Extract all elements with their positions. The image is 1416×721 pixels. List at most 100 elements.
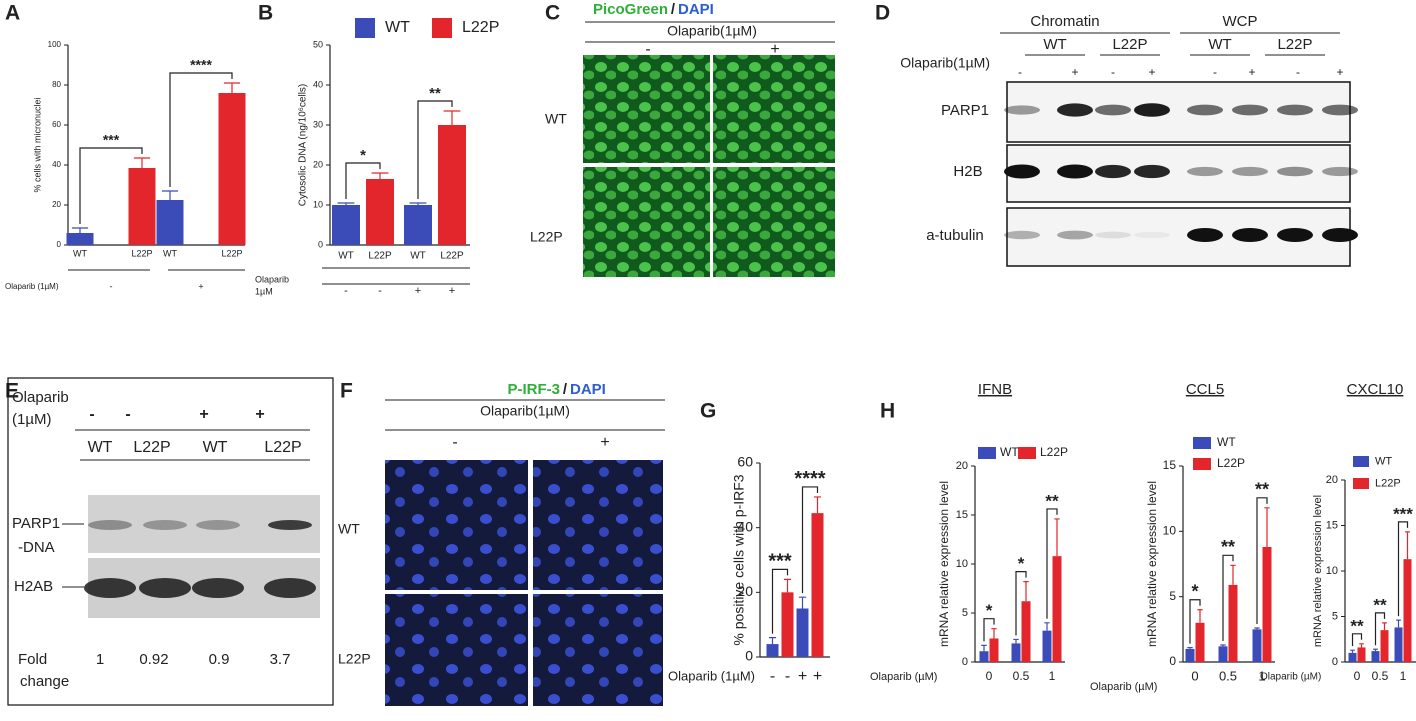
x-tick-label: 0 [1354, 669, 1361, 683]
y-tick-label: 40 [313, 79, 323, 89]
panel-letter: A [5, 2, 20, 25]
legend-label: L22P [1375, 477, 1401, 489]
label: - [1213, 65, 1217, 79]
error-bar [1382, 622, 1387, 631]
bar-label: WT [410, 251, 426, 262]
micrograph [385, 460, 528, 590]
significance-bracket [1351, 633, 1363, 647]
significance-bracket [1222, 554, 1234, 642]
significance: *** [768, 551, 792, 573]
band [268, 520, 312, 530]
x-axis-label: Olaparib (1µM) [5, 282, 59, 291]
y-tick-label: 10 [956, 558, 968, 570]
bar [1371, 651, 1380, 662]
error-bar [443, 110, 461, 125]
bar [766, 644, 779, 657]
label: a-tubulin [926, 227, 984, 244]
error-bar [71, 227, 89, 233]
micrograph [385, 594, 528, 706]
band [1277, 228, 1313, 242]
x-tick-label: 0 [986, 669, 993, 683]
bar [781, 592, 794, 657]
y-tick-label: 15 [956, 509, 968, 521]
error-bar [371, 172, 389, 179]
band [88, 520, 132, 530]
bar-label: L22P [368, 251, 392, 262]
legend-swatch [978, 447, 996, 459]
label: (1µM) [12, 411, 51, 428]
panel-letter: B [258, 2, 273, 25]
x-axis-label: Olaparib [255, 274, 289, 284]
bar [128, 168, 156, 245]
bar [1348, 652, 1357, 662]
fold-change: 3.7 [270, 651, 291, 668]
bar [218, 93, 246, 245]
y-tick-label: 20 [956, 460, 968, 472]
frame [7, 377, 334, 706]
y-tick-label: 0 [962, 656, 968, 668]
y-tick-label: 80 [52, 80, 61, 89]
significance-bracket [771, 568, 789, 634]
x-tick-label: 1 [1049, 669, 1056, 683]
bar [979, 651, 989, 662]
error-bar [1264, 507, 1270, 548]
bar [989, 638, 999, 662]
band [1004, 230, 1040, 240]
bar-label: L22P [440, 251, 464, 262]
x-tick-label: + [415, 285, 421, 297]
panel-letter: F [340, 380, 353, 403]
error-bar [1396, 619, 1401, 628]
error-bar [1254, 627, 1260, 630]
label: / [671, 1, 676, 18]
label: + [1336, 65, 1343, 79]
x-tick-label: 1 [1400, 669, 1407, 683]
label: L22P [338, 651, 371, 667]
micrograph [583, 55, 710, 163]
x-axis-label: Olaparib (µM) [870, 671, 937, 683]
bar [1011, 643, 1021, 662]
significance-bracket [1015, 571, 1027, 636]
y-tick-label: 0 [318, 239, 323, 249]
label: - [645, 41, 650, 58]
error-bar [1013, 638, 1019, 644]
label: WT [545, 111, 567, 127]
error-bar [1197, 609, 1203, 623]
y-axis-label: mRNA relative expression level [937, 481, 951, 647]
label: WT [1208, 36, 1231, 53]
label: Fold [18, 651, 47, 668]
y-tick-label: 5 [1169, 589, 1176, 603]
label: / [563, 381, 568, 398]
legend-label: WT [1375, 455, 1392, 467]
label: WCP [1223, 13, 1258, 30]
band [1277, 166, 1313, 177]
legend-label: WT [385, 19, 410, 36]
error-bar [1230, 564, 1236, 585]
bar [404, 205, 432, 245]
chart-title: CXCL10 [1347, 381, 1404, 398]
error-bar [1220, 644, 1226, 647]
band [139, 578, 191, 598]
significance-bracket [345, 162, 381, 199]
band [1057, 230, 1093, 240]
y-tick-label: 10 [1326, 565, 1338, 577]
legend-swatch [355, 18, 375, 38]
band [1134, 164, 1170, 179]
label: L22P [1277, 36, 1312, 53]
bar [366, 179, 394, 245]
label: Olaparib(1µM) [667, 23, 757, 39]
band [196, 520, 240, 530]
band [1187, 166, 1223, 177]
legend-label: L22P [462, 19, 499, 36]
y-tick-label: 15 [1163, 458, 1177, 472]
y-tick-label: 50 [313, 39, 323, 49]
significance-bracket [1189, 599, 1201, 644]
y-axis-label: % positive cells with p-IRF3 [731, 474, 747, 645]
chart-title: IFNB [978, 381, 1012, 398]
label: - [452, 434, 457, 451]
significance: * [360, 147, 366, 164]
band [1322, 228, 1358, 242]
legend-swatch [432, 18, 452, 38]
x-axis-label: Olaparib (1µM) [668, 668, 755, 683]
bar-label: L22P [131, 248, 152, 258]
bar [1403, 559, 1412, 662]
